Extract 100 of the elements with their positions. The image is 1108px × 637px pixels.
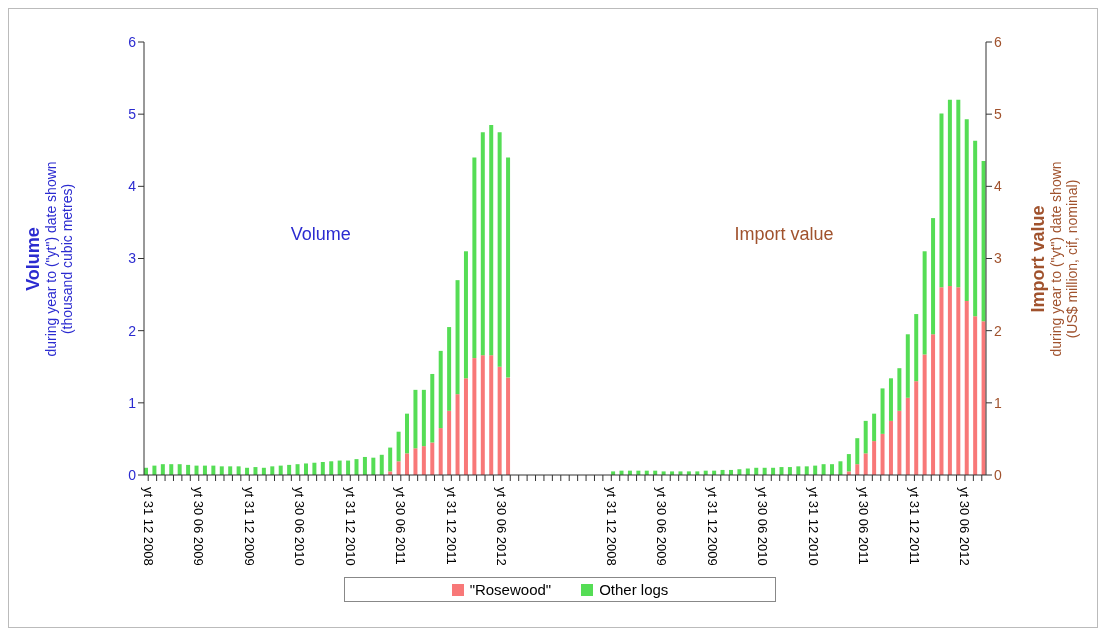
bar xyxy=(973,316,978,475)
bar xyxy=(939,113,944,288)
x-tick-label: yt 30 06 2011 xyxy=(393,487,409,565)
bar xyxy=(354,459,359,475)
y-tick-label: 6 xyxy=(128,33,137,50)
bar xyxy=(320,462,325,475)
bar xyxy=(855,438,860,465)
bar xyxy=(421,446,426,475)
bar xyxy=(905,334,910,398)
y2-tick-label: 0 xyxy=(994,466,1002,483)
bar xyxy=(931,334,936,475)
annotation: Volume xyxy=(290,224,351,245)
bar xyxy=(914,314,919,382)
bar xyxy=(480,132,485,356)
bar xyxy=(480,355,485,475)
x-tick-label: yt 30 06 2012 xyxy=(494,487,510,566)
bar xyxy=(838,461,843,475)
bar xyxy=(438,428,443,475)
bar xyxy=(405,453,410,475)
bar xyxy=(947,285,952,475)
bar xyxy=(447,327,452,411)
bar xyxy=(897,368,902,411)
bar xyxy=(931,218,936,335)
x-tick-label: yt 30 06 2009 xyxy=(654,487,670,566)
bar xyxy=(438,350,443,429)
bar xyxy=(939,287,944,475)
bar xyxy=(455,280,460,395)
x-tick-label: yt 31 12 2009 xyxy=(704,487,720,566)
bar xyxy=(303,463,308,475)
bar xyxy=(236,466,241,475)
x-tick-label: yt 30 06 2010 xyxy=(292,487,308,566)
bar xyxy=(880,433,885,475)
bar xyxy=(914,381,919,475)
bar xyxy=(897,410,902,475)
bar xyxy=(973,140,978,317)
bar xyxy=(922,354,927,475)
y2-tick-label: 6 xyxy=(994,33,1002,50)
bar xyxy=(489,355,494,475)
y-tick-label: 4 xyxy=(128,178,137,195)
bar xyxy=(463,378,468,475)
bar xyxy=(228,466,233,475)
y-tick-label: 3 xyxy=(128,250,137,267)
bar xyxy=(421,389,426,447)
x-tick-label: yt 30 06 2009 xyxy=(191,487,207,566)
bar xyxy=(863,420,868,454)
bar xyxy=(295,464,300,475)
bar xyxy=(830,464,835,475)
x-tick-label: yt 31 12 2009 xyxy=(241,487,257,566)
bar xyxy=(379,454,384,475)
bar xyxy=(863,453,868,475)
x-tick-label: yt 31 12 2011 xyxy=(906,487,922,565)
bar xyxy=(219,466,224,475)
bar xyxy=(447,410,452,475)
x-tick-label: yt 31 12 2010 xyxy=(805,487,821,566)
x-tick-label: yt 31 12 2011 xyxy=(443,487,459,565)
bar xyxy=(888,378,893,421)
bar xyxy=(455,394,460,475)
x-tick-label: yt 31 12 2008 xyxy=(140,487,156,566)
legend-label: "Rosewood" xyxy=(469,581,552,598)
y2-tick-label: 4 xyxy=(994,178,1002,195)
y2-axis-title: Import value during year to ("yt") date shown (US$ million, cif, nominal) xyxy=(1028,161,1080,357)
x-tick-label: yt 30 06 2011 xyxy=(856,487,872,565)
x-tick-label: yt 30 06 2012 xyxy=(957,487,973,566)
bar xyxy=(430,442,435,475)
bar xyxy=(796,466,801,475)
bar xyxy=(287,464,292,475)
annotation: Import value xyxy=(734,224,834,245)
bar xyxy=(430,373,435,443)
bar xyxy=(964,301,969,475)
bar xyxy=(463,251,468,379)
y2-tick-label: 2 xyxy=(994,322,1002,339)
bar xyxy=(489,124,494,356)
bar xyxy=(413,448,418,475)
y-axis-title: Volume during year to ("yt") date shown (thousand cubic metres) xyxy=(23,161,75,357)
y-tick-label: 1 xyxy=(128,394,137,411)
bar xyxy=(846,454,851,472)
bar xyxy=(872,413,877,442)
bar xyxy=(947,99,952,286)
bar xyxy=(362,456,367,475)
bar xyxy=(413,389,418,449)
bar xyxy=(396,461,401,475)
y2-tick-label: 1 xyxy=(994,394,1002,411)
bar xyxy=(186,464,191,475)
bar xyxy=(396,431,401,462)
bar xyxy=(177,464,182,475)
x-tick-label: yt 31 12 2010 xyxy=(342,487,358,566)
bar xyxy=(329,461,334,475)
bar xyxy=(905,397,910,475)
bar xyxy=(855,464,860,475)
bar xyxy=(160,464,165,475)
bar xyxy=(472,157,477,359)
bar xyxy=(888,420,893,475)
bar xyxy=(169,464,174,475)
bar xyxy=(872,441,877,475)
bar xyxy=(964,119,969,302)
y2-tick-label: 3 xyxy=(994,250,1002,267)
bar xyxy=(371,457,376,475)
bar xyxy=(497,366,502,475)
bar xyxy=(472,358,477,475)
bar xyxy=(388,447,393,472)
